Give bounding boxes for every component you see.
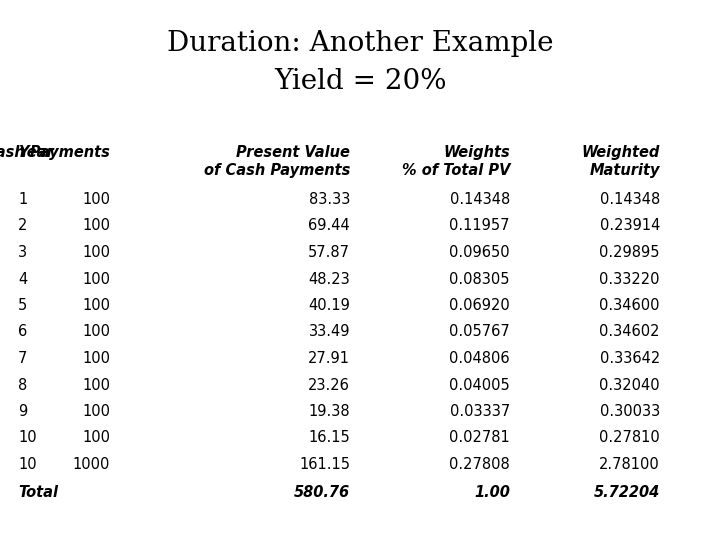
Text: 3: 3 [18,245,27,260]
Text: 0.03337: 0.03337 [450,404,510,419]
Text: 5: 5 [18,298,27,313]
Text: 2.78100: 2.78100 [599,457,660,472]
Text: 5.72204: 5.72204 [594,485,660,500]
Text: 0.30033: 0.30033 [600,404,660,419]
Text: Duration: Another Example: Duration: Another Example [167,30,553,57]
Text: 7: 7 [18,351,27,366]
Text: 0.27810: 0.27810 [599,430,660,445]
Text: 161.15: 161.15 [299,457,350,472]
Text: 0.27808: 0.27808 [449,457,510,472]
Text: 27.91: 27.91 [308,351,350,366]
Text: 6: 6 [18,325,27,340]
Text: 100: 100 [82,192,110,207]
Text: 580.76: 580.76 [294,485,350,500]
Text: 100: 100 [82,351,110,366]
Text: 1.00: 1.00 [474,485,510,500]
Text: 100: 100 [82,377,110,393]
Text: 100: 100 [82,404,110,419]
Text: 0.14348: 0.14348 [450,192,510,207]
Text: 0.04806: 0.04806 [449,351,510,366]
Text: 0.05767: 0.05767 [449,325,510,340]
Text: 0.14348: 0.14348 [600,192,660,207]
Text: 0.04005: 0.04005 [449,377,510,393]
Text: 100: 100 [82,272,110,287]
Text: 83.33: 83.33 [309,192,350,207]
Text: 4: 4 [18,272,27,287]
Text: 8: 8 [18,377,27,393]
Text: % of Total PV: % of Total PV [402,163,510,178]
Text: Present Value: Present Value [236,145,350,160]
Text: 100: 100 [82,298,110,313]
Text: Year: Year [18,145,54,160]
Text: 57.87: 57.87 [308,245,350,260]
Text: 0.34602: 0.34602 [600,325,660,340]
Text: 69.44: 69.44 [308,219,350,233]
Text: 0.33220: 0.33220 [600,272,660,287]
Text: 10: 10 [18,430,37,445]
Text: 0.23914: 0.23914 [600,219,660,233]
Text: 23.26: 23.26 [308,377,350,393]
Text: Cash Payments: Cash Payments [0,145,110,160]
Text: 1000: 1000 [73,457,110,472]
Text: 48.23: 48.23 [308,272,350,287]
Text: 0.32040: 0.32040 [599,377,660,393]
Text: Weights: Weights [444,145,510,160]
Text: 0.11957: 0.11957 [449,219,510,233]
Text: 100: 100 [82,219,110,233]
Text: 1: 1 [18,192,27,207]
Text: 33.49: 33.49 [308,325,350,340]
Text: 100: 100 [82,245,110,260]
Text: 9: 9 [18,404,27,419]
Text: of Cash Payments: of Cash Payments [204,163,350,178]
Text: 10: 10 [18,457,37,472]
Text: 40.19: 40.19 [308,298,350,313]
Text: 100: 100 [82,430,110,445]
Text: Total: Total [18,485,58,500]
Text: 2: 2 [18,219,27,233]
Text: 0.29895: 0.29895 [600,245,660,260]
Text: 0.06920: 0.06920 [449,298,510,313]
Text: Maturity: Maturity [590,163,660,178]
Text: 0.08305: 0.08305 [449,272,510,287]
Text: Weighted: Weighted [582,145,660,160]
Text: 100: 100 [82,325,110,340]
Text: 0.02781: 0.02781 [449,430,510,445]
Text: 19.38: 19.38 [308,404,350,419]
Text: 0.34600: 0.34600 [600,298,660,313]
Text: Yield = 20%: Yield = 20% [274,68,446,95]
Text: 16.15: 16.15 [308,430,350,445]
Text: 0.09650: 0.09650 [449,245,510,260]
Text: 0.33642: 0.33642 [600,351,660,366]
